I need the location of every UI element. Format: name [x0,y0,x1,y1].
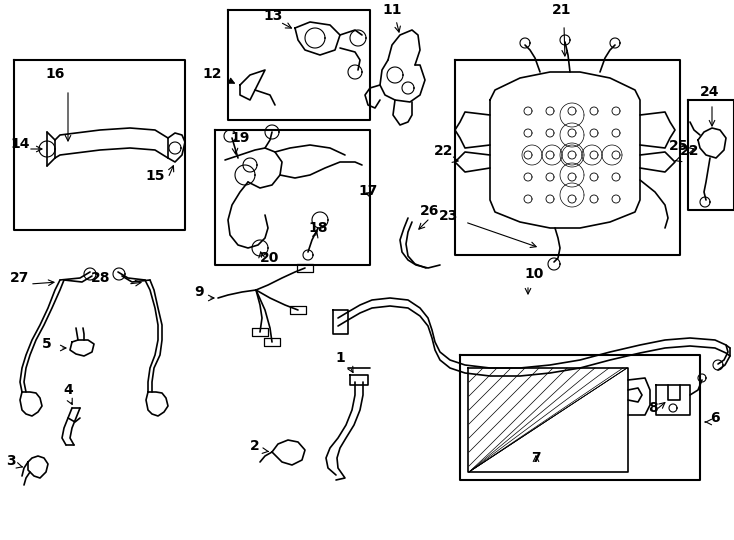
Text: 16: 16 [46,67,65,81]
Text: 12: 12 [203,67,222,81]
Text: 17: 17 [359,184,378,198]
Text: 23: 23 [439,209,458,223]
Text: 7: 7 [531,451,541,465]
Text: 10: 10 [524,267,544,281]
Text: 18: 18 [308,221,327,235]
Text: 1: 1 [335,351,345,365]
Text: 4: 4 [63,383,73,397]
Text: 11: 11 [382,3,401,17]
Text: 28: 28 [90,271,110,285]
Text: 15: 15 [145,169,164,183]
Text: 24: 24 [700,85,720,99]
Text: 5: 5 [43,337,52,351]
Text: 8: 8 [648,401,658,415]
Polygon shape [243,158,257,172]
Text: 26: 26 [421,204,440,218]
Text: 21: 21 [552,3,572,17]
Text: 13: 13 [263,9,283,23]
Text: 22: 22 [434,144,453,158]
Text: 20: 20 [261,251,280,265]
Text: 6: 6 [710,411,719,425]
Text: 22: 22 [680,144,700,158]
Text: 2: 2 [250,439,260,453]
Text: 3: 3 [7,454,16,468]
Text: 27: 27 [10,271,29,285]
Text: 25: 25 [669,139,688,153]
Text: 14: 14 [10,137,29,151]
Text: 9: 9 [195,285,204,299]
Text: 19: 19 [230,131,250,145]
